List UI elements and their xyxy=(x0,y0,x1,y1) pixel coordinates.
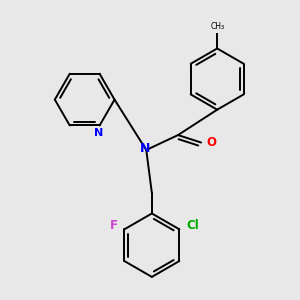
Text: Cl: Cl xyxy=(186,219,199,232)
Text: N: N xyxy=(94,128,104,139)
Text: F: F xyxy=(110,219,118,232)
Text: CH₃: CH₃ xyxy=(210,22,224,31)
Text: O: O xyxy=(206,136,216,149)
Text: N: N xyxy=(140,142,150,154)
